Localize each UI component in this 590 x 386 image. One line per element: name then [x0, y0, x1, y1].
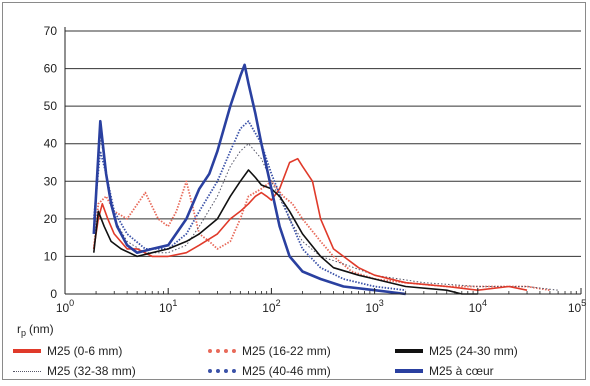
line-chart: 0 10 20 30 40 50 60 70 100 101 102 103 104 105 rp (nm)	[17, 24, 587, 338]
legend-swatch	[13, 349, 41, 353]
series-layer	[92, 63, 559, 296]
y-tick-label-3: 30	[44, 174, 58, 188]
legend-label: M25 (24-30 mm)	[429, 344, 518, 358]
legend: M25 (0-6 mm) M25 (16-22 mm) M25 (24-30 mm)…	[13, 342, 573, 386]
legend-swatch	[395, 349, 423, 353]
series-line-5	[92, 63, 406, 296]
legend-label: M25 (40-46 mm)	[242, 364, 331, 378]
y-tick-label-7: 70	[44, 24, 58, 38]
legend-label: M25 (32-38 mm)	[47, 364, 136, 378]
series-line-1	[92, 180, 551, 292]
y-tick-label-6: 60	[44, 62, 58, 76]
y-tick-label-4: 40	[44, 137, 58, 151]
series-line-3	[93, 135, 559, 291]
legend-swatch	[208, 349, 236, 353]
tick-labels: 0 10 20 30 40 50 60 70 100 101 102 103 104 105	[44, 24, 587, 315]
series-line-2	[93, 169, 478, 295]
legend-label: M25 (0-6 mm)	[47, 344, 123, 358]
grid	[65, 30, 581, 257]
legend-item-4: M25 (40-46 mm)	[208, 364, 331, 378]
legend-label: M25 (16-22 mm)	[242, 344, 331, 358]
legend-item-2: M25 (24-30 mm)	[395, 344, 518, 358]
axes	[64, 27, 582, 295]
y-tick-label-0: 0	[50, 287, 57, 301]
series-line-0	[93, 157, 528, 292]
legend-item-5: M25 à cœur	[395, 364, 494, 378]
x-tick-label-2: 102	[262, 298, 280, 315]
x-axis-label: rp (nm)	[17, 322, 54, 338]
legend-item-1: M25 (16-22 mm)	[208, 344, 331, 358]
legend-item-3: M25 (32-38 mm)	[13, 364, 136, 378]
x-tick-label-3: 103	[365, 298, 383, 315]
x-tick-label-4: 104	[469, 298, 487, 315]
figure-frame: 0 10 20 30 40 50 60 70 100 101 102 103 104 105 rp (nm)…	[2, 2, 586, 380]
x-tick-label-5: 105	[568, 298, 586, 315]
legend-swatch	[208, 369, 236, 373]
y-tick-label-2: 20	[44, 212, 58, 226]
legend-item-0: M25 (0-6 mm)	[13, 344, 122, 358]
legend-swatch	[395, 369, 423, 373]
x-tick-label-0: 100	[56, 298, 74, 315]
y-tick-label-5: 50	[44, 99, 58, 113]
y-tick-label-1: 10	[44, 249, 58, 263]
legend-label: M25 à cœur	[429, 364, 494, 378]
series-line-4	[92, 120, 406, 292]
legend-swatch	[13, 370, 41, 372]
x-tick-label-1: 101	[159, 298, 177, 315]
